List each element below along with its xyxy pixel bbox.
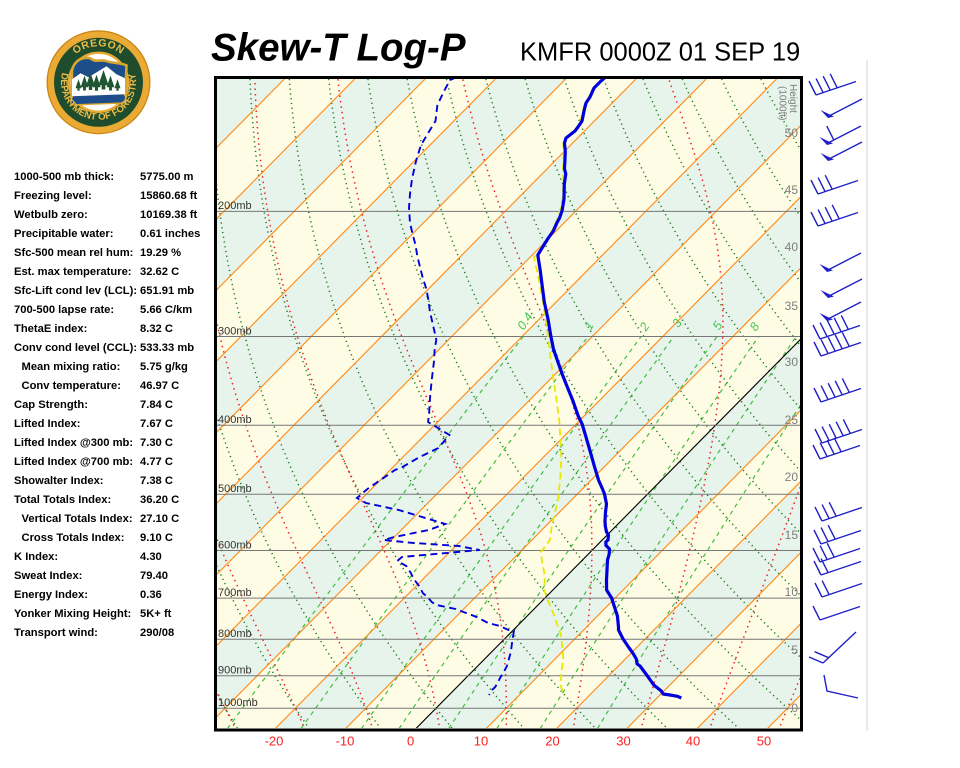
svg-text:Height: Height	[787, 84, 798, 113]
svg-text:(1000ft): (1000ft)	[777, 86, 788, 120]
svg-text:0: 0	[791, 701, 798, 715]
svg-text:10169.38 ft: 10169.38 ft	[140, 209, 197, 221]
svg-text:Vertical Totals Index:: Vertical Totals Index:	[22, 513, 133, 525]
svg-text:Cap Strength:: Cap Strength:	[14, 399, 88, 411]
svg-text:533.33 mb: 533.33 mb	[140, 342, 194, 354]
svg-text:45: 45	[785, 183, 799, 197]
svg-text:Lifted Index:: Lifted Index:	[14, 418, 81, 430]
svg-text:-20: -20	[265, 734, 284, 749]
svg-text:Skew-T Log-P: Skew-T Log-P	[211, 27, 466, 70]
svg-text:9.10 C: 9.10 C	[140, 532, 173, 544]
svg-text:K Index:: K Index:	[14, 551, 58, 563]
svg-text:300mb: 300mb	[218, 325, 252, 337]
svg-text:15860.68 ft: 15860.68 ft	[140, 190, 197, 202]
svg-text:700-500 lapse rate:: 700-500 lapse rate:	[14, 304, 114, 316]
svg-text:1000-500 mb thick:: 1000-500 mb thick:	[14, 171, 114, 183]
svg-text:15: 15	[785, 528, 799, 542]
svg-text:7.67 C: 7.67 C	[140, 418, 173, 430]
svg-text:-10: -10	[336, 734, 355, 749]
svg-text:800mb: 800mb	[218, 628, 252, 640]
svg-text:Wetbulb zero:: Wetbulb zero:	[14, 209, 88, 221]
svg-text:5775.00 m: 5775.00 m	[140, 171, 194, 183]
svg-text:7.30 C: 7.30 C	[140, 437, 173, 449]
svg-text:Yonker Mixing Height:: Yonker Mixing Height:	[14, 608, 131, 620]
svg-text:290/08: 290/08	[140, 627, 174, 639]
svg-text:7.84 C: 7.84 C	[140, 399, 173, 411]
svg-text:Mean mixing ratio:: Mean mixing ratio:	[22, 361, 121, 373]
svg-text:27.10 C: 27.10 C	[140, 513, 179, 525]
svg-text:0.36: 0.36	[140, 589, 162, 601]
svg-text:OREGON: OREGON	[71, 37, 127, 57]
svg-text:200mb: 200mb	[218, 200, 252, 212]
svg-text:5.75 g/kg: 5.75 g/kg	[140, 361, 188, 373]
svg-text:Conv cond level (CCL):: Conv cond level (CCL):	[14, 342, 137, 354]
svg-text:50: 50	[757, 734, 771, 749]
svg-text:46.97 C: 46.97 C	[140, 380, 179, 392]
svg-text:ThetaE index:: ThetaE index:	[14, 323, 87, 335]
svg-text:Freezing level:: Freezing level:	[14, 190, 92, 202]
svg-text:20: 20	[545, 734, 559, 749]
svg-text:Energy Index:: Energy Index:	[14, 589, 88, 601]
svg-text:Est. max temperature:: Est. max temperature:	[14, 266, 132, 278]
svg-text:Sfc-500 mean rel hum:: Sfc-500 mean rel hum:	[14, 247, 133, 259]
svg-text:5: 5	[791, 643, 798, 657]
svg-text:25: 25	[785, 413, 799, 427]
svg-text:KMFR 0000Z 01 SEP 19: KMFR 0000Z 01 SEP 19	[520, 39, 800, 67]
svg-text:Conv temperature:: Conv temperature:	[22, 380, 121, 392]
svg-text:Lifted Index @700 mb:: Lifted Index @700 mb:	[14, 456, 133, 468]
svg-text:Cross Totals Index:: Cross Totals Index:	[22, 532, 125, 544]
svg-text:35: 35	[785, 299, 799, 313]
svg-text:Transport wind:: Transport wind:	[14, 627, 98, 639]
svg-text:4.30: 4.30	[140, 551, 162, 563]
svg-text:32.62 C: 32.62 C	[140, 266, 179, 278]
svg-text:651.91 mb: 651.91 mb	[140, 285, 194, 297]
svg-text:40: 40	[686, 734, 700, 749]
svg-text:79.40: 79.40	[140, 570, 168, 582]
svg-text:30: 30	[785, 355, 799, 369]
svg-text:5.66 C/km: 5.66 C/km	[140, 304, 192, 316]
svg-text:4.77 C: 4.77 C	[140, 456, 173, 468]
svg-text:Sfc-Lift cond lev (LCL):: Sfc-Lift cond lev (LCL):	[14, 285, 137, 297]
svg-text:1000mb: 1000mb	[218, 697, 258, 709]
svg-text:Showalter Index:: Showalter Index:	[14, 475, 104, 487]
svg-text:8.32 C: 8.32 C	[140, 323, 173, 335]
svg-text:30: 30	[616, 734, 630, 749]
svg-text:40: 40	[785, 240, 799, 254]
svg-text:Lifted Index @300 mb:: Lifted Index @300 mb:	[14, 437, 133, 449]
svg-text:700mb: 700mb	[218, 587, 252, 599]
svg-text:5K+ ft: 5K+ ft	[140, 608, 172, 620]
svg-text:50: 50	[785, 126, 799, 140]
svg-text:36.20 C: 36.20 C	[140, 494, 179, 506]
svg-text:0: 0	[407, 734, 414, 749]
svg-text:600mb: 600mb	[218, 539, 252, 551]
svg-text:19.29 %: 19.29 %	[140, 247, 181, 259]
svg-text:Total Totals Index:: Total Totals Index:	[14, 494, 111, 506]
svg-text:20: 20	[785, 470, 799, 484]
svg-text:10: 10	[474, 734, 488, 749]
svg-text:0.61 inches: 0.61 inches	[140, 228, 200, 240]
svg-text:Precipitable water:: Precipitable water:	[14, 228, 113, 240]
svg-text:7.38 C: 7.38 C	[140, 475, 173, 487]
svg-text:10: 10	[785, 585, 799, 599]
svg-text:900mb: 900mb	[218, 665, 252, 677]
svg-text:500mb: 500mb	[218, 483, 252, 495]
svg-text:Sweat Index:: Sweat Index:	[14, 570, 82, 582]
svg-text:400mb: 400mb	[218, 414, 252, 426]
